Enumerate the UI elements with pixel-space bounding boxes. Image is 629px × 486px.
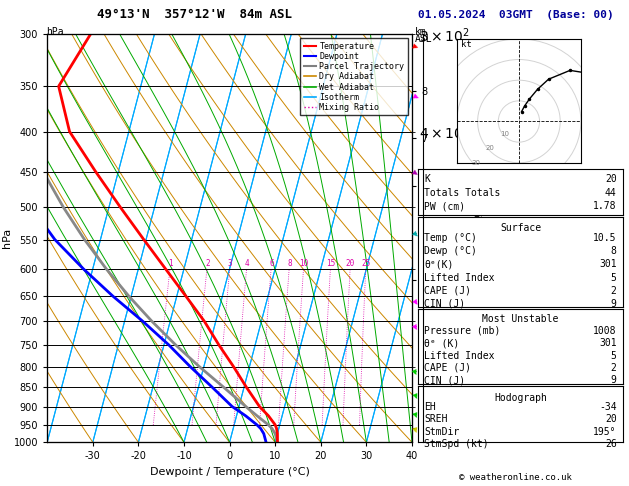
Text: PW (cm): PW (cm)	[425, 202, 465, 211]
Text: 2: 2	[611, 363, 616, 373]
Text: hPa: hPa	[46, 27, 64, 36]
Text: StmSpd (kt): StmSpd (kt)	[425, 439, 489, 449]
Text: ▲: ▲	[411, 425, 419, 432]
Text: 5: 5	[611, 273, 616, 282]
Text: 5: 5	[611, 350, 616, 361]
Text: -34: -34	[599, 402, 616, 412]
Text: 2: 2	[205, 259, 210, 268]
Text: 30: 30	[471, 160, 480, 166]
Text: km: km	[415, 27, 427, 36]
Text: 10: 10	[299, 259, 308, 268]
Text: ▲: ▲	[411, 367, 419, 375]
Text: ASL: ASL	[415, 34, 433, 44]
Text: CAPE (J): CAPE (J)	[425, 286, 471, 295]
Text: 2: 2	[611, 286, 616, 295]
Text: K: K	[425, 174, 430, 184]
Text: ▲: ▲	[411, 168, 419, 175]
Text: ▲: ▲	[411, 322, 419, 330]
Y-axis label: Mixing Ratio (g/kg): Mixing Ratio (g/kg)	[473, 192, 483, 284]
Text: 6: 6	[269, 259, 274, 268]
Text: 1008: 1008	[593, 326, 616, 336]
Text: Most Unstable: Most Unstable	[482, 314, 559, 324]
Text: 20: 20	[605, 174, 616, 184]
Text: kt: kt	[461, 40, 472, 49]
Text: Temp (°C): Temp (°C)	[425, 233, 477, 243]
Text: 9: 9	[611, 298, 616, 309]
Text: 26: 26	[605, 439, 616, 449]
Text: θᵉ (K): θᵉ (K)	[425, 338, 460, 348]
X-axis label: Dewpoint / Temperature (°C): Dewpoint / Temperature (°C)	[150, 467, 309, 477]
Text: 1.78: 1.78	[593, 202, 616, 211]
Text: 20: 20	[605, 414, 616, 424]
Text: ▲: ▲	[411, 92, 419, 100]
Legend: Temperature, Dewpoint, Parcel Trajectory, Dry Adiabat, Wet Adiabat, Isotherm, Mi: Temperature, Dewpoint, Parcel Trajectory…	[300, 38, 408, 115]
Text: 20: 20	[486, 145, 494, 152]
Text: 301: 301	[599, 338, 616, 348]
Text: 3: 3	[228, 259, 233, 268]
Text: 8: 8	[611, 246, 616, 257]
Text: Lifted Index: Lifted Index	[425, 273, 495, 282]
Text: SREH: SREH	[425, 414, 448, 424]
Text: CIN (J): CIN (J)	[425, 375, 465, 385]
Text: 10: 10	[500, 131, 509, 137]
Text: ▲: ▲	[411, 391, 419, 399]
Text: StmDir: StmDir	[425, 427, 460, 436]
Text: 01.05.2024  03GMT  (Base: 00): 01.05.2024 03GMT (Base: 00)	[418, 10, 614, 19]
Text: 195°: 195°	[593, 427, 616, 436]
Text: 44: 44	[605, 188, 616, 198]
Text: 25: 25	[362, 259, 370, 268]
Text: 301: 301	[599, 260, 616, 270]
Text: ▲: ▲	[411, 229, 419, 237]
Text: 15: 15	[326, 259, 335, 268]
Text: 8: 8	[287, 259, 292, 268]
Text: θᵉ(K): θᵉ(K)	[425, 260, 454, 270]
Text: 9: 9	[611, 375, 616, 385]
Text: Pressure (mb): Pressure (mb)	[425, 326, 501, 336]
Text: 4: 4	[245, 259, 249, 268]
Text: ▲: ▲	[411, 410, 419, 418]
Text: Dewp (°C): Dewp (°C)	[425, 246, 477, 257]
Text: Hodograph: Hodograph	[494, 393, 547, 403]
Text: ▲: ▲	[411, 297, 419, 305]
Text: ▲: ▲	[411, 42, 419, 49]
Text: CIN (J): CIN (J)	[425, 298, 465, 309]
Text: Lifted Index: Lifted Index	[425, 350, 495, 361]
Text: EH: EH	[425, 402, 436, 412]
Text: Totals Totals: Totals Totals	[425, 188, 501, 198]
Text: 1: 1	[169, 259, 173, 268]
Text: © weatheronline.co.uk: © weatheronline.co.uk	[459, 473, 572, 482]
Text: CAPE (J): CAPE (J)	[425, 363, 471, 373]
Y-axis label: hPa: hPa	[3, 228, 12, 248]
Text: 10.5: 10.5	[593, 233, 616, 243]
Text: 49°13'N  357°12'W  84m ASL: 49°13'N 357°12'W 84m ASL	[97, 8, 292, 21]
Text: 20: 20	[346, 259, 355, 268]
Text: Surface: Surface	[500, 223, 541, 233]
